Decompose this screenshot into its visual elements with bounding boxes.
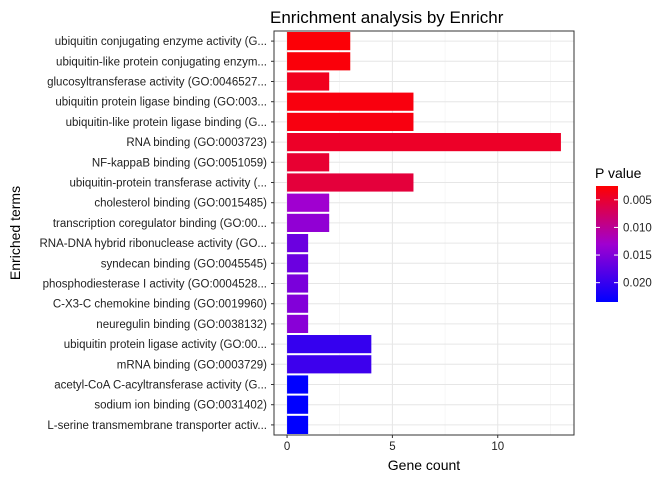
legend-tick-label: 0.005 [623,195,652,207]
y-tick-label: ubiquitin-like protein ligase binding (G… [66,117,267,129]
panel-border [273,30,575,436]
bar [287,335,372,354]
y-tick-label: ubiquitin-like protein conjugating enzym… [56,56,267,68]
chart-title: Enrichment analysis by Enrichr [270,8,504,27]
x-tick-labels: 0 5 10 [284,435,504,453]
y-axis-title: Enriched terms [7,186,23,280]
y-tick-label: phosphodiesterase I activity (GO:0004528… [43,279,267,291]
bar [287,112,414,131]
y-tick-label: ubiquitin-protein transferase activity (… [69,178,267,190]
x-axis-title: Gene count [388,457,460,473]
y-tick-label: RNA-DNA hybrid ribonuclease activity (GO… [39,238,267,250]
y-tick-label: acetyl-CoA C-acyltransferase activity (G… [54,380,267,392]
x-tick-label: 5 [389,441,395,453]
bar [287,153,330,172]
y-tick-label: mRNA binding (GO:0003729) [117,359,267,371]
bars [287,32,561,434]
bar [287,52,351,71]
legend-colorbar [596,186,618,302]
bar [287,32,351,51]
legend: P value 0.005 0.010 0.015 0.020 [595,165,652,302]
bar [287,274,309,293]
y-tick-labels: ubiquitin conjugating enzyme activity (G… [39,36,274,432]
legend-tick-label: 0.020 [623,278,652,290]
bar [287,355,372,374]
y-tick-label: sodium ion binding (GO:0031402) [94,400,267,412]
bar [287,92,414,111]
bar [287,213,330,232]
bar [287,314,309,333]
y-tick-label: NF-kappaB binding (GO:0051059) [92,157,267,169]
legend-title: P value [595,165,642,181]
legend-tick-label: 0.015 [623,250,652,262]
bar [287,173,414,192]
y-tick-label: ubiquitin protein ligase activity (GO:00… [64,339,267,351]
y-tick-label: transcription coregulator binding (GO:00… [53,218,267,230]
y-tick-label: cholesterol binding (GO:0015485) [94,198,267,210]
y-tick-label: C-X3-C chemokine binding (GO:0019960) [53,299,267,311]
x-tick-label: 10 [491,441,504,453]
bar [287,193,330,212]
bar [287,415,309,434]
y-tick-label: RNA binding (GO:0003723) [126,137,267,149]
legend-ticks: 0.005 0.010 0.015 0.020 [596,195,652,290]
y-tick-label: syndecan binding (GO:0045545) [101,258,267,270]
bar [287,234,309,253]
y-tick-label: ubiquitin conjugating enzyme activity (G… [55,36,267,48]
bar [287,395,309,414]
y-tick-label: ubiquitin protein ligase binding (GO:003… [55,97,267,109]
bar [287,133,561,152]
legend-tick-label: 0.010 [623,222,652,234]
y-tick-label: L-serine transmembrane transporter activ… [47,420,267,432]
bar [287,72,330,91]
bar [287,254,309,273]
y-tick-label: glucosyltransferase activity (GO:0046527… [47,77,267,89]
y-tick-label: neuregulin binding (GO:0038132) [96,319,267,331]
bar [287,294,309,313]
x-tick-label: 0 [284,441,290,453]
bar [287,375,309,394]
plot-panel [274,31,574,435]
